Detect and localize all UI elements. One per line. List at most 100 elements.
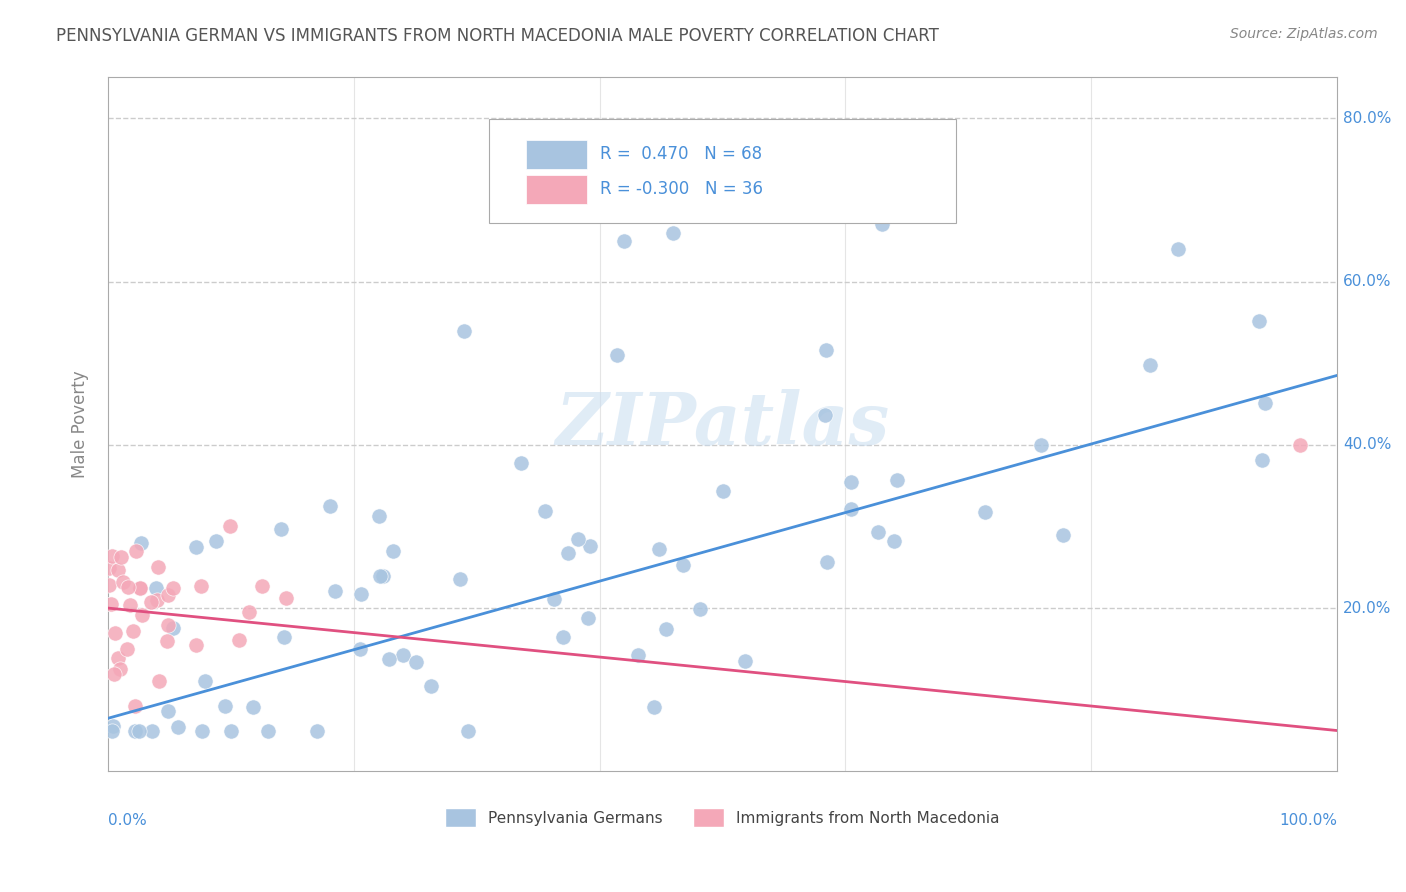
Point	[613, 234, 636, 248]
Point	[841, 501, 863, 516]
Point	[868, 524, 890, 539]
Point	[104, 625, 127, 640]
Point	[117, 581, 139, 595]
Point	[112, 575, 135, 590]
Point	[148, 674, 170, 689]
Point	[886, 473, 908, 487]
Point	[129, 581, 152, 595]
Point	[1167, 242, 1189, 256]
Text: ZIPatlas: ZIPatlas	[555, 389, 890, 460]
Point	[274, 591, 297, 606]
Point	[156, 634, 179, 648]
Point	[190, 579, 212, 593]
Point	[205, 534, 228, 549]
Point	[103, 667, 125, 681]
Point	[1289, 438, 1312, 452]
Point	[145, 593, 167, 607]
Point	[107, 651, 129, 665]
Point	[219, 519, 242, 533]
Text: R =  0.470   N = 68: R = 0.470 N = 68	[599, 145, 762, 163]
Point	[319, 500, 342, 514]
Text: 20.0%: 20.0%	[1343, 600, 1392, 615]
Point	[643, 700, 665, 714]
Point	[100, 597, 122, 611]
Point	[1247, 314, 1270, 328]
Point	[101, 549, 124, 563]
Point	[662, 226, 685, 240]
Point	[252, 579, 274, 593]
Point	[578, 539, 600, 553]
FancyBboxPatch shape	[526, 175, 588, 203]
Point	[689, 602, 711, 616]
Point	[146, 559, 169, 574]
Point	[557, 546, 579, 560]
Point	[184, 540, 207, 554]
Point	[124, 723, 146, 738]
Point	[166, 720, 188, 734]
Point	[162, 621, 184, 635]
Point	[350, 587, 373, 601]
Point	[1139, 358, 1161, 372]
Point	[510, 456, 533, 470]
Point	[257, 723, 280, 738]
Point	[419, 679, 441, 693]
Point	[121, 624, 143, 638]
Point	[214, 699, 236, 714]
Text: 80.0%: 80.0%	[1343, 111, 1392, 126]
Point	[533, 504, 555, 518]
Point	[813, 408, 835, 422]
Point	[228, 633, 250, 648]
Point	[101, 719, 124, 733]
Point	[1254, 396, 1277, 410]
Point	[405, 655, 427, 669]
Point	[815, 556, 838, 570]
Point	[108, 662, 131, 676]
Point	[1251, 453, 1274, 467]
Point	[323, 583, 346, 598]
Text: Source: ZipAtlas.com: Source: ZipAtlas.com	[1230, 27, 1378, 41]
Point	[242, 700, 264, 714]
Text: R = -0.300   N = 36: R = -0.300 N = 36	[599, 180, 762, 198]
Point	[191, 723, 214, 738]
Point	[392, 648, 415, 662]
Text: 100.0%: 100.0%	[1279, 813, 1337, 828]
Text: 0.0%: 0.0%	[108, 813, 146, 828]
Point	[839, 475, 862, 489]
Text: 40.0%: 40.0%	[1343, 437, 1392, 452]
Point	[141, 595, 163, 609]
Point	[157, 588, 180, 602]
Point	[815, 343, 838, 357]
Point	[131, 608, 153, 623]
Point	[162, 582, 184, 596]
Point	[98, 578, 121, 592]
Point	[648, 542, 671, 557]
Point	[576, 611, 599, 625]
Text: PENNSYLVANIA GERMAN VS IMMIGRANTS FROM NORTH MACEDONIA MALE POVERTY CORRELATION : PENNSYLVANIA GERMAN VS IMMIGRANTS FROM N…	[56, 27, 939, 45]
Text: 60.0%: 60.0%	[1343, 274, 1392, 289]
Point	[654, 622, 676, 636]
Point	[238, 606, 260, 620]
Point	[973, 505, 995, 519]
Point	[734, 654, 756, 668]
Point	[349, 642, 371, 657]
Point	[872, 218, 894, 232]
Point	[378, 652, 401, 666]
Point	[124, 699, 146, 714]
Point	[371, 569, 394, 583]
Point	[110, 549, 132, 564]
Point	[453, 324, 475, 338]
Legend: Pennsylvania Germans, Immigrants from North Macedonia: Pennsylvania Germans, Immigrants from No…	[439, 802, 1005, 833]
Point	[129, 582, 152, 596]
Point	[370, 569, 392, 583]
Point	[194, 673, 217, 688]
Point	[457, 723, 479, 738]
Point	[115, 641, 138, 656]
Point	[125, 544, 148, 558]
Y-axis label: Male Poverty: Male Poverty	[72, 370, 89, 478]
Point	[270, 522, 292, 536]
Point	[184, 638, 207, 652]
Point	[120, 598, 142, 612]
Point	[711, 484, 734, 499]
Point	[883, 534, 905, 549]
Point	[553, 631, 575, 645]
